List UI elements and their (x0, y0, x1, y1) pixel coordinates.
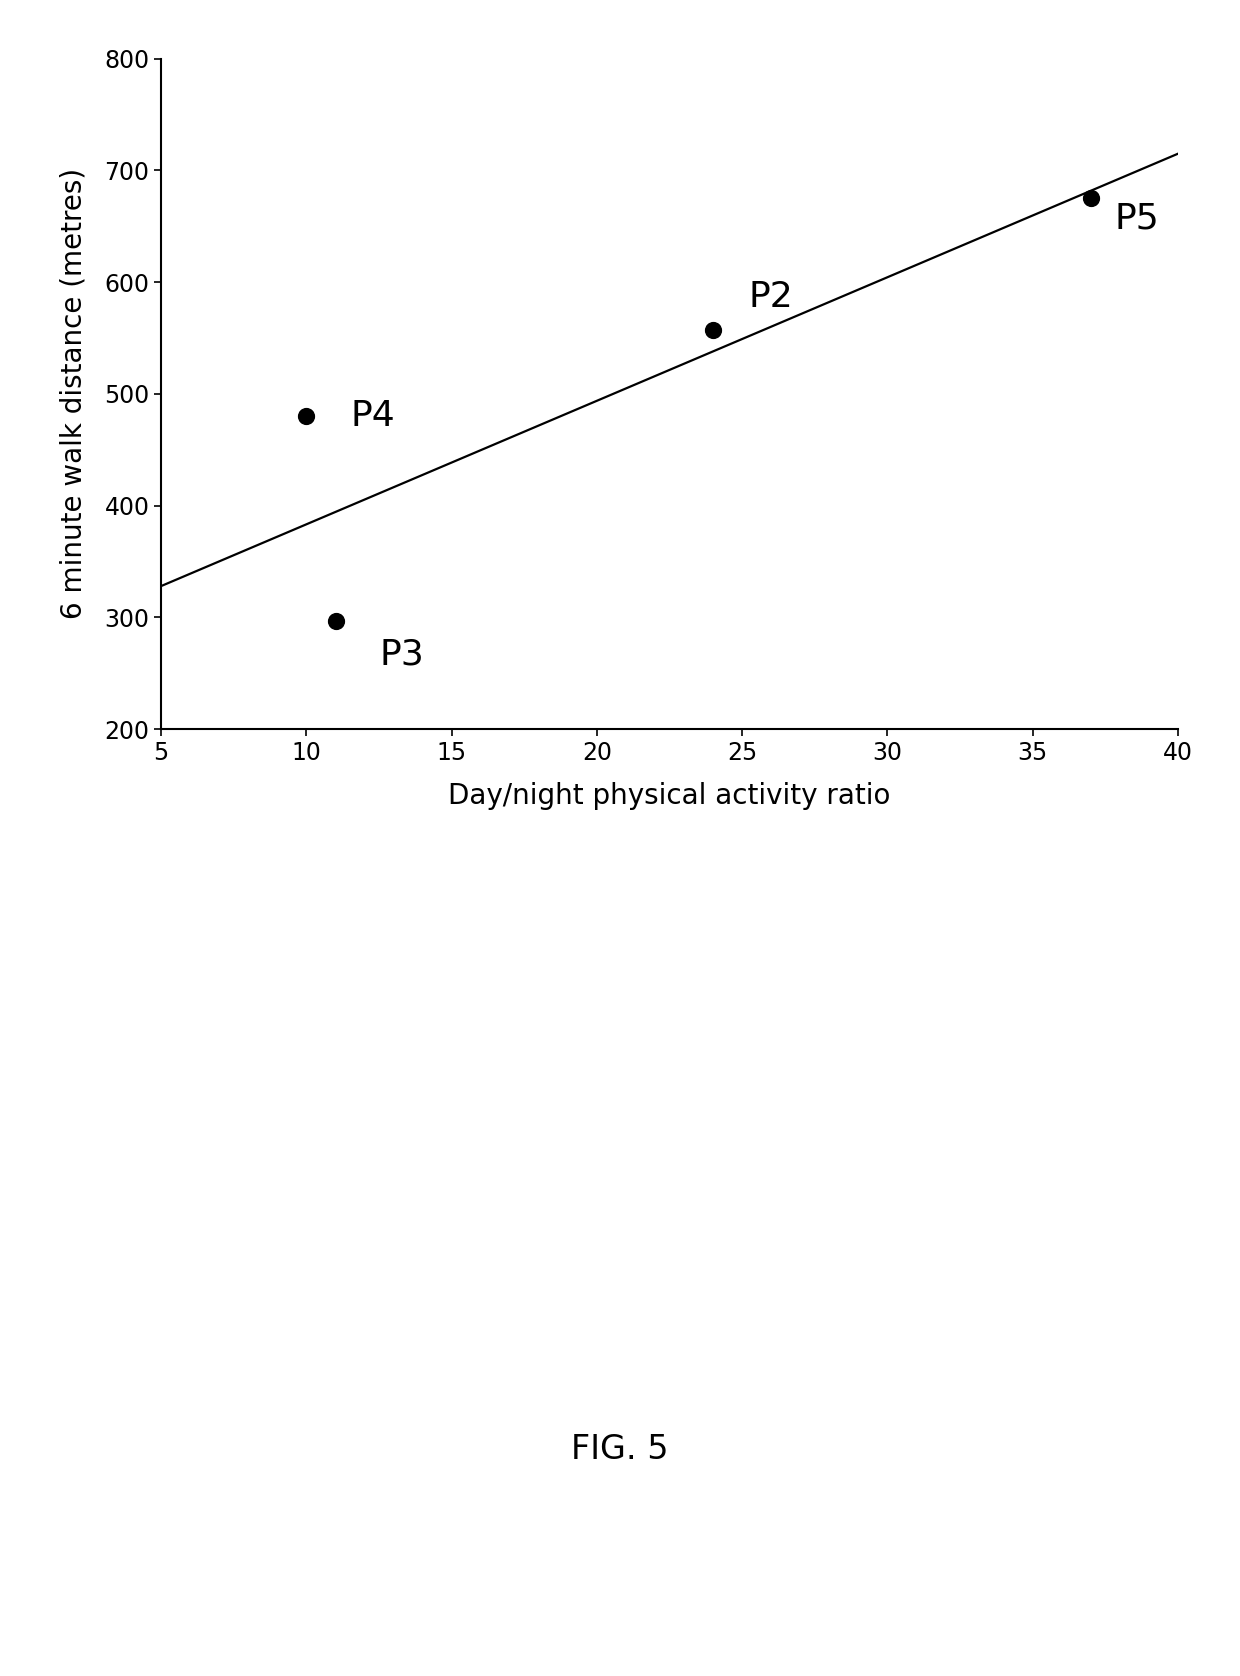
X-axis label: Day/night physical activity ratio: Day/night physical activity ratio (449, 781, 890, 810)
Text: P5: P5 (1114, 201, 1159, 235)
Y-axis label: 6 minute walk distance (metres): 6 minute walk distance (metres) (60, 168, 88, 620)
Text: P2: P2 (748, 280, 792, 313)
Text: P4: P4 (350, 399, 394, 432)
Text: P3: P3 (379, 637, 424, 670)
Point (326, 607, 346, 634)
Point (296, 402, 316, 429)
Text: FIG. 5: FIG. 5 (572, 1433, 668, 1466)
Point (703, 317, 723, 344)
Point (1081, 184, 1101, 211)
